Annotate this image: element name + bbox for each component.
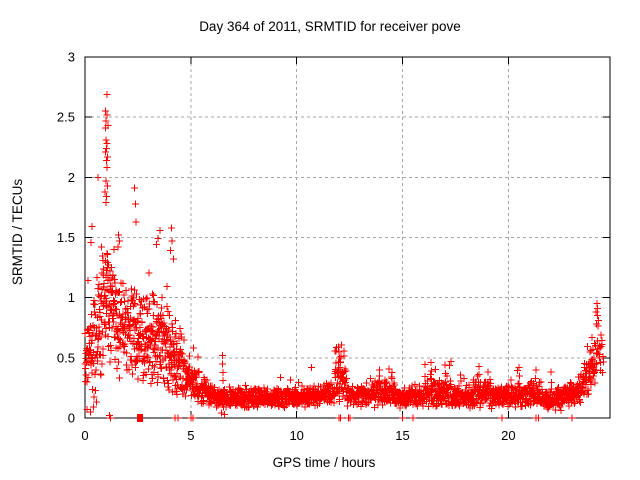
grid-lines	[85, 57, 610, 418]
data-points	[81, 90, 607, 422]
y-axis-label: SRMTID / TECUs	[10, 179, 25, 286]
y-tick-label: 3	[68, 50, 75, 65]
x-tick-label: 20	[501, 428, 515, 443]
y-tick-label: 2	[68, 170, 75, 185]
y-tick-label: 2.5	[57, 110, 75, 125]
chart-title: Day 364 of 2011, SRMTID for receiver pov…	[199, 19, 461, 34]
scatter-points-path	[81, 90, 607, 422]
y-tick-label: 1	[68, 290, 75, 305]
x-axis-label: GPS time / hours	[273, 455, 376, 470]
y-tick-label: 0.5	[57, 350, 75, 365]
x-tick-label: 0	[81, 428, 88, 443]
y-tick-labels: 0 0.5 1 1.5 2 2.5 3	[57, 50, 75, 426]
grid-path	[85, 57, 610, 418]
x-tick-label: 10	[289, 428, 303, 443]
x-tick-labels: 0 5 10 15 20	[81, 428, 515, 443]
x-tick-label: 5	[187, 428, 194, 443]
y-tick-label: 0	[68, 411, 75, 426]
x-tick-label: 15	[395, 428, 409, 443]
overlapping-points-blob	[137, 414, 144, 422]
y-tick-label: 1.5	[57, 230, 75, 245]
